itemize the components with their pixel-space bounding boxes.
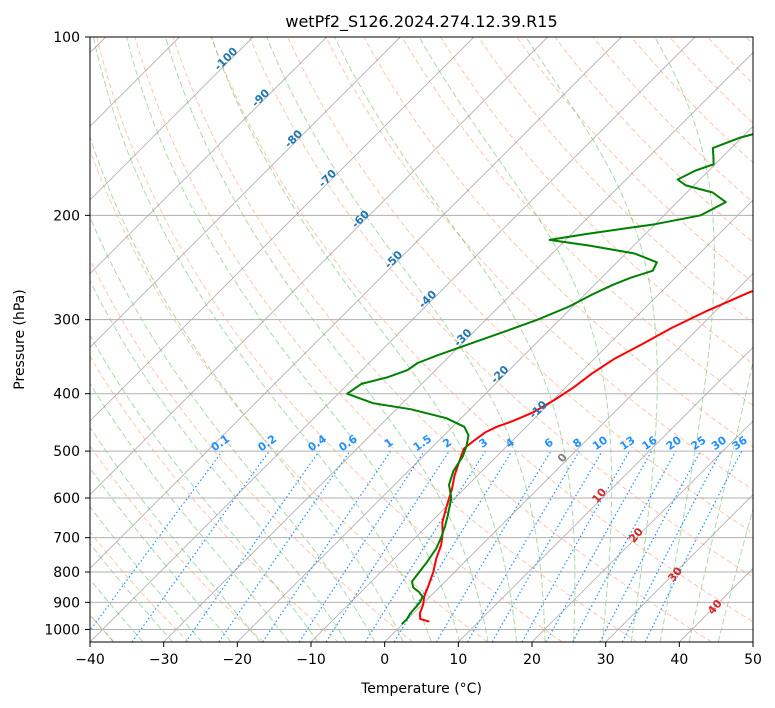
y-tick-label: 1000 [44,622,80,638]
mixing-ratio-line [521,450,631,642]
dry-adiabat [90,445,264,642]
dry-adiabat [172,37,712,642]
plot-frame [89,36,754,643]
isotherm-line [90,37,548,496]
y-tick-label: 400 [53,387,80,403]
mixing-ratio-line [545,450,653,642]
mixing-ratio-line [90,450,223,632]
y-tick-label: 900 [53,595,80,611]
mixing-ratio-line [185,450,320,642]
y-tick-label: 800 [53,565,80,581]
moist-adiabat [90,334,319,642]
moist-adiabat [92,37,432,642]
dry-adiabat [90,258,414,642]
x-tick-label: −10 [296,652,326,668]
dry-adiabat [96,37,563,642]
isotherm-line [90,37,475,422]
y-tick-label: 700 [53,531,80,547]
isotherm-line [90,37,696,642]
moist-adiabat [210,37,517,642]
mixing-ratio-line [325,450,450,642]
temperature-profile-line [418,289,753,623]
mixing-ratio-line [218,450,351,642]
background-lines [90,37,753,642]
x-tick-label: −30 [149,652,179,668]
dry-adiabat [134,37,638,642]
dry-adiabat [325,37,753,491]
y-tick-label: 500 [53,444,80,460]
isotherm-line [90,37,401,348]
x-axis-label: Temperature (°C) [360,681,482,697]
y-tick-label: 200 [53,208,80,224]
dry-adiabat [90,355,339,642]
isotherm-line [90,37,622,569]
x-tick-label: 50 [744,652,762,668]
moist-adiabat [688,358,753,642]
moist-adiabat [525,37,658,642]
dry-adiabat [210,37,753,623]
moist-adiabat [126,37,461,642]
moist-adiabat [90,467,232,642]
axis-ticks: −40 −30 −20 −10 0 10 20 30 40 50 100 200 300 400 500 60… [44,30,762,668]
mixing-ratio-line [644,450,743,642]
isotherm-line [531,420,753,642]
moist-adiabat [266,37,546,642]
isotherm-line [90,37,254,201]
mixing-ratio-line [131,450,270,642]
moist-adiabat [90,426,261,642]
moist-adiabat [90,215,376,642]
y-axis-label: Pressure (hPa) [12,289,28,389]
x-tick-label: 0 [380,652,389,668]
dry-adiabat [249,37,753,578]
moist-adiabat [90,542,173,642]
isotherm-line [384,273,753,642]
dry-adiabat [90,148,488,642]
moist-adiabat [90,382,290,642]
y-tick-label: 300 [53,313,80,329]
isotherm-line [605,494,753,642]
moist-adiabat [334,37,576,642]
moist-adiabat [90,279,347,642]
moist-adiabat [90,135,404,642]
moist-adiabat [717,506,753,642]
moist-adiabat [90,578,144,642]
x-tick-label: 30 [597,652,615,668]
mixing-ratio-line [572,450,677,642]
moist-adiabat [164,37,489,642]
x-tick-label: 40 [670,652,688,668]
profile-lines [346,133,753,625]
x-tick-label: −20 [223,652,253,668]
mixing-ratio-line [298,450,425,642]
dewpoint-profile-line [346,133,753,625]
x-tick-label: 20 [523,652,541,668]
dry-adiabat [401,37,753,406]
isotherm-line [163,52,753,642]
isotherm-line [90,37,327,275]
moist-adiabat [90,505,203,642]
isotherm-line [458,346,753,642]
x-tick-label: 10 [449,652,467,668]
y-tick-label: 600 [53,491,80,507]
dry-adiabat [439,37,753,365]
isotherm-line [310,199,753,642]
dry-adiabat [516,37,753,284]
mixing-ratio-line [393,450,513,642]
x-tick-label: −40 [75,652,105,668]
moist-adiabat [654,37,715,642]
chart-title: wetPf2_S126.2024.274.12.39.R15 [285,12,557,32]
dry-adiabat [90,531,190,642]
moist-adiabat [418,37,613,642]
mixing-ratio-line [262,450,392,642]
y-tick-label: 100 [53,30,80,46]
